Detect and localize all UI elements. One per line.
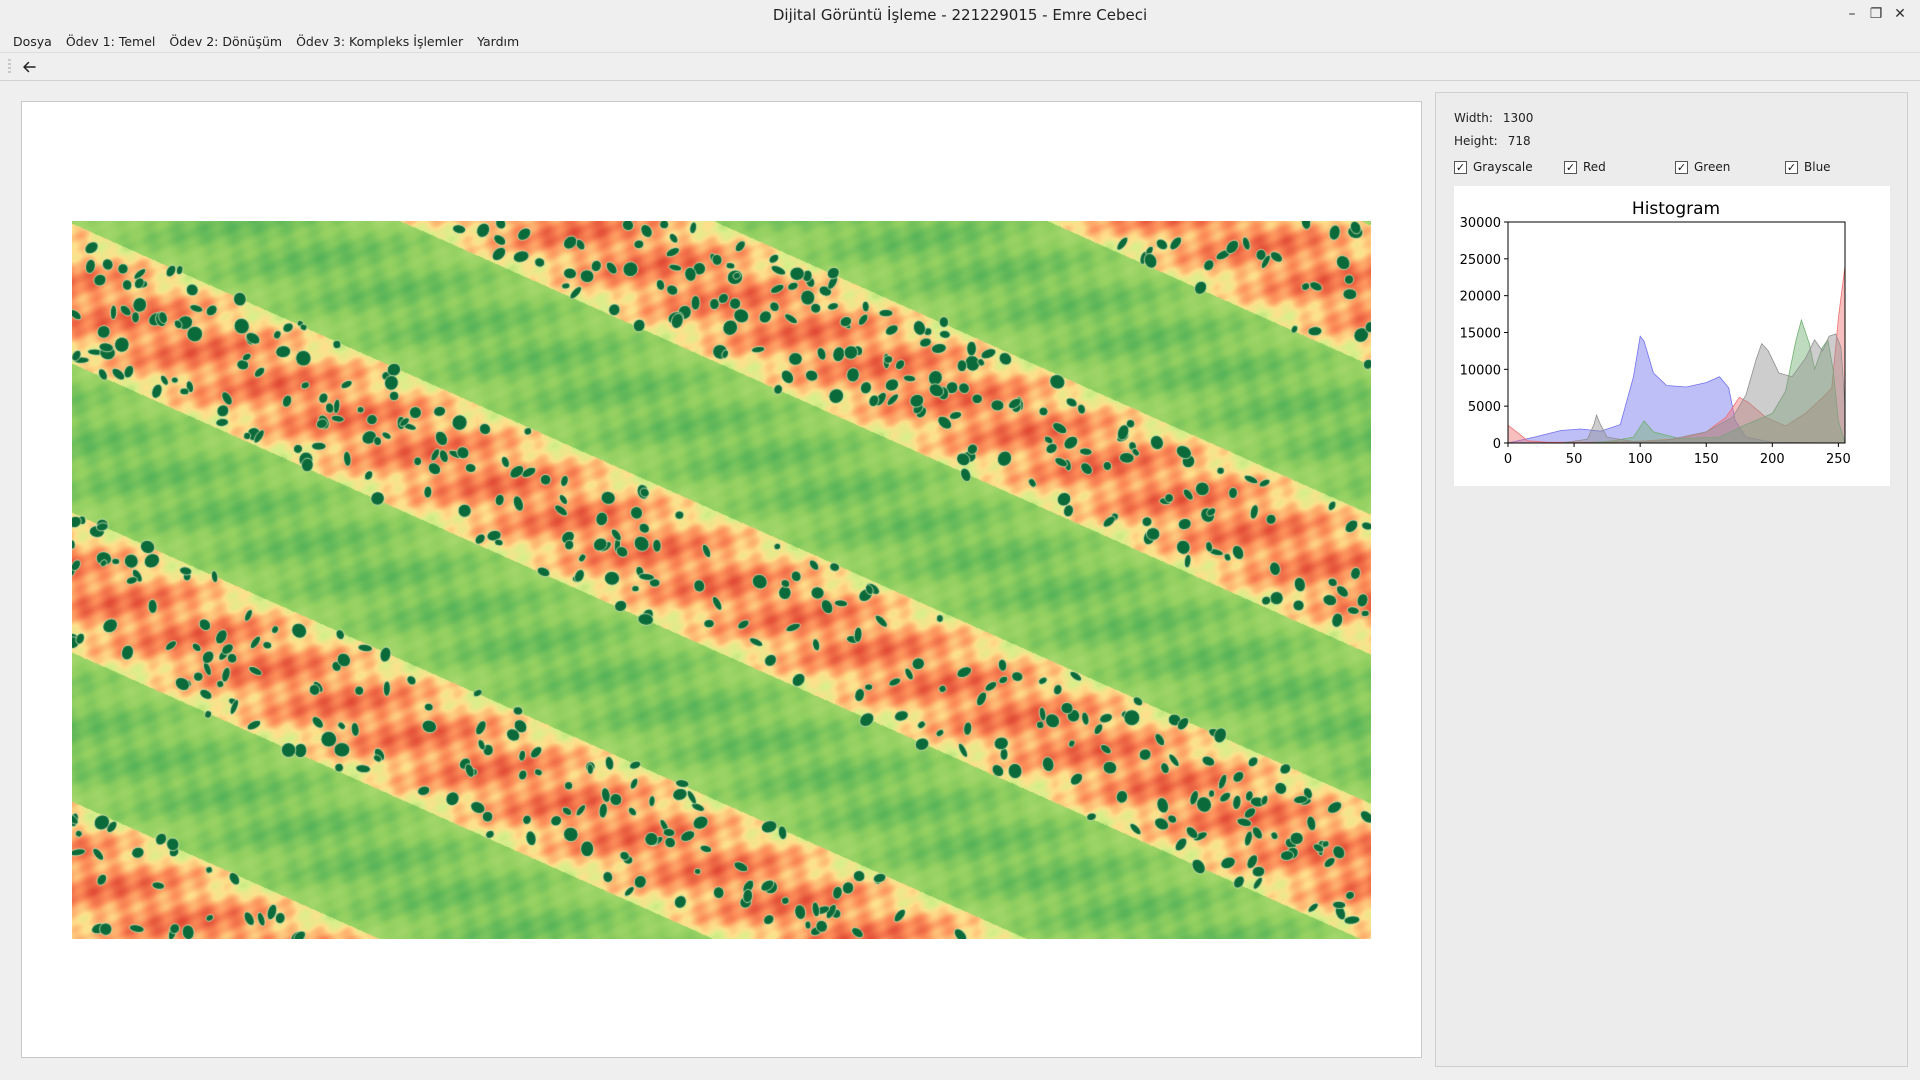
height-row: Height: 718 — [1454, 134, 1531, 148]
processed-image — [72, 221, 1371, 939]
width-value: 1300 — [1502, 111, 1534, 125]
restore-icon[interactable]: ❐ — [1869, 6, 1883, 22]
back-button[interactable] — [18, 56, 40, 78]
y-tick-label: 20000 — [1460, 290, 1501, 305]
green-label: Green — [1694, 160, 1731, 174]
channel-checkboxes: ✓ Grayscale ✓ Red ✓ Green ✓ Blue — [1454, 160, 1894, 176]
toolbar-grip[interactable] — [8, 59, 11, 75]
menu-dosya[interactable]: Dosya — [13, 33, 52, 49]
height-value: 718 — [1507, 134, 1531, 148]
green-checkbox[interactable]: ✓ Green — [1675, 160, 1730, 174]
arrow-left-icon — [23, 61, 36, 73]
x-tick-label: 150 — [1694, 452, 1719, 467]
blue-checkbox[interactable]: ✓ Blue — [1785, 160, 1831, 174]
menu-odev-3-kompleks[interactable]: Ödev 3: Kompleks İşlemler — [296, 33, 464, 49]
menu-yardim[interactable]: Yardım — [477, 33, 520, 49]
x-tick-label: 0 — [1504, 452, 1512, 467]
info-panel: Width: 1300 Height: 718 ✓ Grayscale ✓ Re… — [1435, 92, 1908, 1067]
red-label: Red — [1583, 160, 1606, 174]
histogram-series-1 — [1507, 266, 1846, 444]
menu-bar: Dosya Ödev 1: Temel Ödev 2: Dönüşüm Ödev… — [0, 30, 1920, 52]
close-icon[interactable]: ✕ — [1894, 6, 1906, 22]
checkbox-box[interactable]: ✓ — [1564, 160, 1577, 174]
x-tick-label: 50 — [1566, 452, 1583, 467]
image-canvas — [21, 101, 1422, 1058]
y-tick-label: 10000 — [1460, 363, 1501, 378]
histogram-series-3 — [1508, 333, 1846, 444]
window-title: Dijital Görüntü İşleme - 221229015 - Emr… — [772, 6, 1148, 24]
x-tick-label: 250 — [1826, 452, 1851, 467]
histogram-series-0 — [1507, 335, 1846, 444]
title-bar: Dijital Görüntü İşleme - 221229015 - Emr… — [0, 0, 1920, 30]
grayscale-checkbox[interactable]: ✓ Grayscale — [1454, 160, 1533, 174]
menu-odev-1-temel[interactable]: Ödev 1: Temel — [65, 33, 156, 49]
histogram-svg: Histogram 0 50 100 150 200 250 0 5000 10000 15000… — [1460, 199, 1851, 467]
height-label: Height: — [1454, 134, 1498, 148]
red-checkbox[interactable]: ✓ Red — [1564, 160, 1606, 174]
toolbar — [0, 52, 1920, 81]
y-tick-label: 30000 — [1460, 216, 1501, 231]
y-tick-label: 15000 — [1460, 327, 1501, 342]
blue-label: Blue — [1804, 160, 1831, 174]
y-tick-label: 5000 — [1468, 400, 1501, 415]
menu-odev-2-donusum[interactable]: Ödev 2: Dönüşüm — [169, 33, 283, 49]
y-tick-label: 25000 — [1460, 253, 1501, 268]
checkbox-box[interactable]: ✓ — [1675, 160, 1688, 174]
x-tick-label: 200 — [1760, 452, 1785, 467]
width-row: Width: 1300 — [1454, 111, 1533, 125]
checkbox-box[interactable]: ✓ — [1785, 160, 1798, 174]
grayscale-label: Grayscale — [1473, 160, 1533, 174]
histogram-title: Histogram — [1632, 199, 1720, 219]
width-label: Width: — [1454, 111, 1493, 125]
histogram-chart: Histogram 0 50 100 150 200 250 0 5000 10000 15000… — [1454, 186, 1890, 486]
y-tick-label: 0 — [1493, 437, 1501, 452]
histogram-series-2 — [1508, 318, 1846, 444]
window-controls: – ❐ ✕ — [1844, 6, 1908, 22]
minimize-icon[interactable]: – — [1848, 6, 1856, 22]
x-tick-label: 100 — [1628, 452, 1653, 467]
checkbox-box[interactable]: ✓ — [1454, 160, 1467, 174]
